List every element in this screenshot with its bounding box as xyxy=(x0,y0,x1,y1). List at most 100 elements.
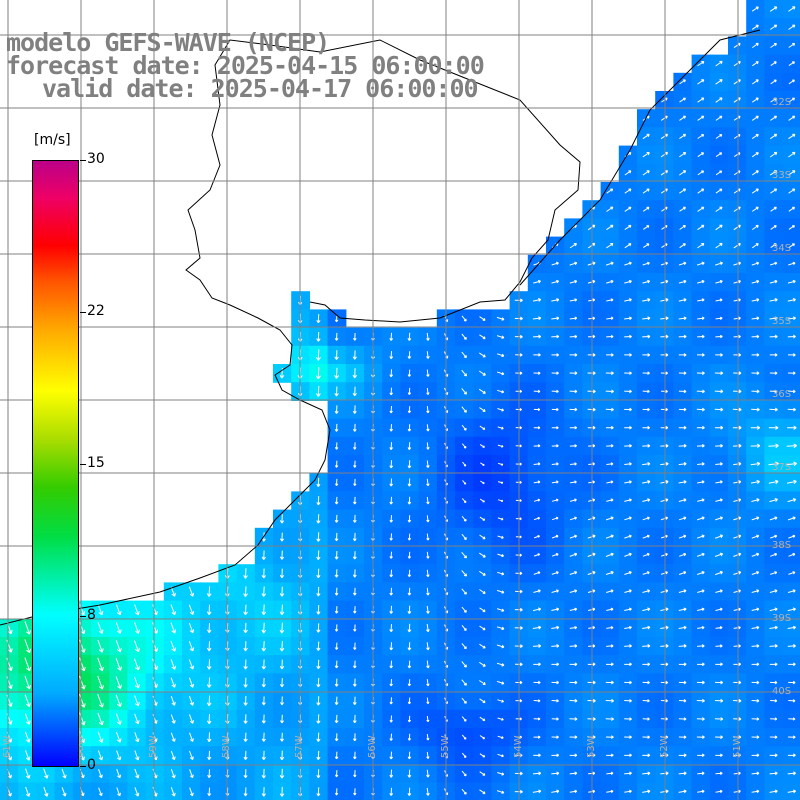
wind-arrow xyxy=(170,622,177,634)
colorbar-label-15: 15 xyxy=(87,455,105,471)
wind-arrow xyxy=(115,640,122,653)
wind-arrow xyxy=(496,790,505,794)
wind-arrow xyxy=(315,349,321,361)
wind-arrow xyxy=(697,334,705,339)
wind-arrow xyxy=(715,334,723,339)
wind-arrow xyxy=(624,224,632,231)
wind-arrow xyxy=(678,279,687,284)
wind-arrow xyxy=(642,353,651,357)
wind-arrow xyxy=(389,533,393,541)
wind-arrow xyxy=(751,6,759,12)
wind-arrow xyxy=(751,571,760,575)
wind-arrow xyxy=(206,677,212,688)
wind-arrow xyxy=(660,625,669,630)
wind-arrow xyxy=(679,170,687,176)
wind-arrow xyxy=(715,188,723,194)
longitude-label: 57W xyxy=(294,735,305,758)
wind-arrow xyxy=(606,425,614,430)
wind-arrow xyxy=(679,115,687,121)
wind-arrow xyxy=(426,424,430,432)
wind-arrow xyxy=(624,534,632,539)
wind-arrow xyxy=(43,768,49,779)
wind-arrow xyxy=(733,607,741,612)
wind-arrow xyxy=(697,134,705,139)
wind-arrow xyxy=(678,735,687,739)
wind-arrow xyxy=(751,498,760,502)
wind-arrow xyxy=(624,243,632,249)
wind-arrow xyxy=(770,534,778,539)
wind-arrow xyxy=(642,753,651,758)
wind-arrow xyxy=(769,498,778,503)
wind-arrow xyxy=(533,407,541,412)
wind-arrow xyxy=(389,478,394,487)
wind-arrow xyxy=(733,644,741,648)
wind-arrow xyxy=(642,334,651,339)
wind-arrow xyxy=(714,371,724,376)
wind-arrow xyxy=(697,97,705,103)
wind-arrow xyxy=(189,750,194,760)
wind-arrow xyxy=(697,243,705,249)
wind-arrow xyxy=(207,732,212,743)
longitude-label: 51W xyxy=(732,735,743,758)
wind-arrow xyxy=(243,714,248,724)
wind-arrow xyxy=(188,677,195,688)
wind-arrow xyxy=(787,644,796,648)
wind-arrow xyxy=(334,678,339,687)
wind-arrow xyxy=(334,714,339,724)
wind-arrow xyxy=(279,641,285,652)
wind-arrow xyxy=(352,368,358,379)
wind-arrow xyxy=(643,225,650,230)
wind-arrow xyxy=(426,551,430,559)
wind-arrow xyxy=(426,369,430,377)
wind-arrow xyxy=(407,478,412,487)
wind-arrow xyxy=(715,316,723,320)
wind-arrow xyxy=(714,534,724,539)
wind-arrow xyxy=(533,753,541,758)
wind-arrow xyxy=(624,371,632,375)
wind-arrow xyxy=(426,496,430,505)
wind-arrow xyxy=(479,789,486,795)
wind-arrow xyxy=(134,713,140,725)
wind-arrow xyxy=(624,425,632,430)
wind-arrow xyxy=(605,680,614,685)
model-title: modelo GEFS-WAVE (NCEP) xyxy=(6,28,330,57)
wind-arrow xyxy=(497,535,504,539)
wind-arrow xyxy=(426,697,430,705)
wind-arrow xyxy=(788,225,795,230)
wind-arrow xyxy=(407,424,412,432)
wind-arrow xyxy=(316,568,321,579)
wind-arrow xyxy=(697,789,705,794)
wind-arrow xyxy=(97,675,104,690)
wind-arrow xyxy=(679,188,687,194)
wind-arrow xyxy=(714,407,724,412)
wind-arrow xyxy=(624,789,632,794)
colorbar-unit: [m/s] xyxy=(34,132,71,148)
wind-arrow xyxy=(697,753,705,758)
wind-arrow xyxy=(788,61,795,67)
wind-arrow xyxy=(352,660,357,669)
colorbar-label-8: 8 xyxy=(87,607,96,623)
wind-arrow xyxy=(551,717,559,721)
wind-arrow xyxy=(714,552,724,557)
wind-arrow xyxy=(206,586,212,597)
wind-arrow xyxy=(389,733,393,741)
wind-arrow xyxy=(697,224,705,231)
wind-arrow xyxy=(660,753,669,758)
wind-arrow xyxy=(551,426,559,430)
forecast-date: forecast date: 2025-04-15 06:00:00 xyxy=(6,51,485,80)
wind-arrow xyxy=(479,516,486,521)
wind-arrow xyxy=(715,298,723,302)
wind-arrow xyxy=(407,733,412,741)
wind-arrow xyxy=(170,714,176,724)
wind-arrow xyxy=(660,717,668,721)
wind-arrow xyxy=(733,717,742,721)
latitude-label: 40S xyxy=(772,686,791,697)
wind-arrow xyxy=(770,243,777,249)
wind-arrow xyxy=(334,788,339,796)
wind-arrow xyxy=(533,444,541,448)
wind-arrow xyxy=(733,316,741,320)
wind-arrow xyxy=(752,243,759,249)
wind-arrow xyxy=(642,498,651,502)
wind-arrow xyxy=(569,279,578,284)
wind-arrow xyxy=(389,569,394,578)
